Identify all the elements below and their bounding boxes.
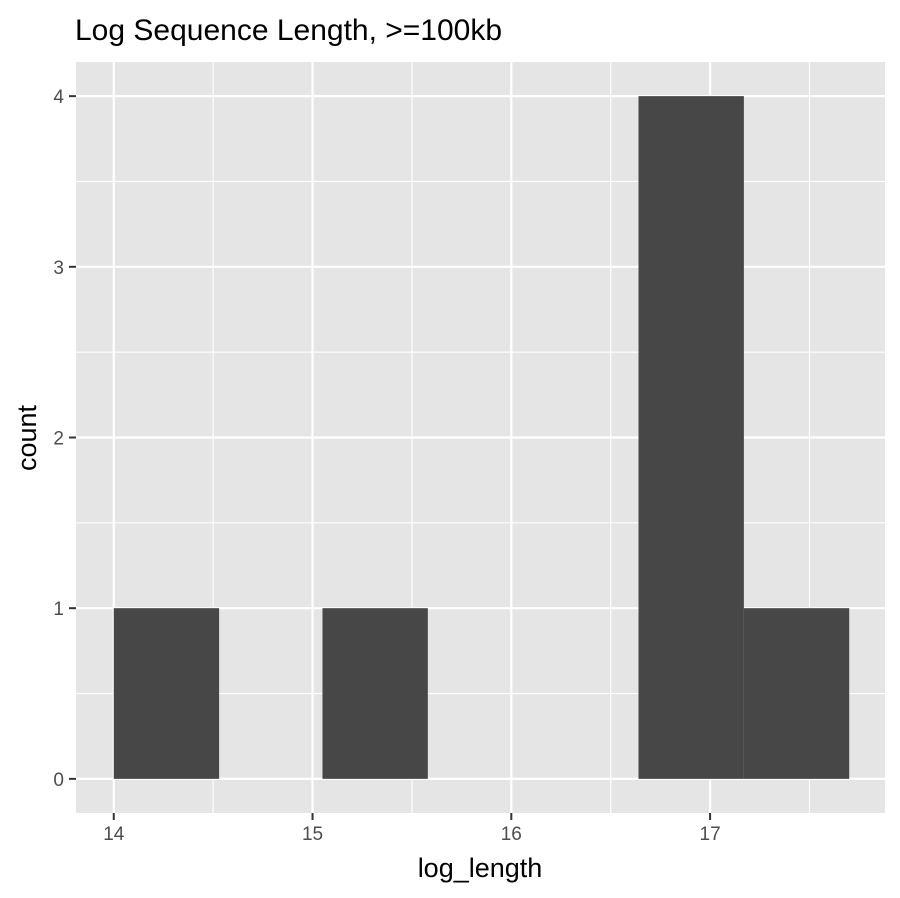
x-axis-title: log_length: [418, 853, 543, 883]
chart-title: Log Sequence Length, >=100kb: [75, 14, 502, 47]
x-axis: 14 15 16 17: [103, 813, 721, 845]
x-tick-label: 15: [302, 824, 323, 845]
y-tick-label: 0: [53, 770, 64, 791]
x-tick-label: 16: [501, 824, 522, 845]
y-axis-title: count: [12, 404, 42, 471]
x-tick-label: 14: [103, 824, 125, 845]
y-tick-label: 2: [53, 429, 64, 450]
y-axis: 0 1 2 3 4: [53, 87, 76, 791]
histogram-bar: [322, 608, 428, 779]
y-tick-label: 3: [53, 258, 64, 279]
grid-major: [76, 62, 885, 813]
histogram-bar: [743, 608, 850, 779]
x-tick-label: 17: [700, 824, 721, 845]
bars: [113, 96, 850, 779]
y-tick-label: 1: [53, 599, 64, 620]
y-tick-label: 4: [53, 87, 64, 108]
histogram-bar: [638, 96, 744, 779]
histogram-bar: [113, 608, 220, 779]
